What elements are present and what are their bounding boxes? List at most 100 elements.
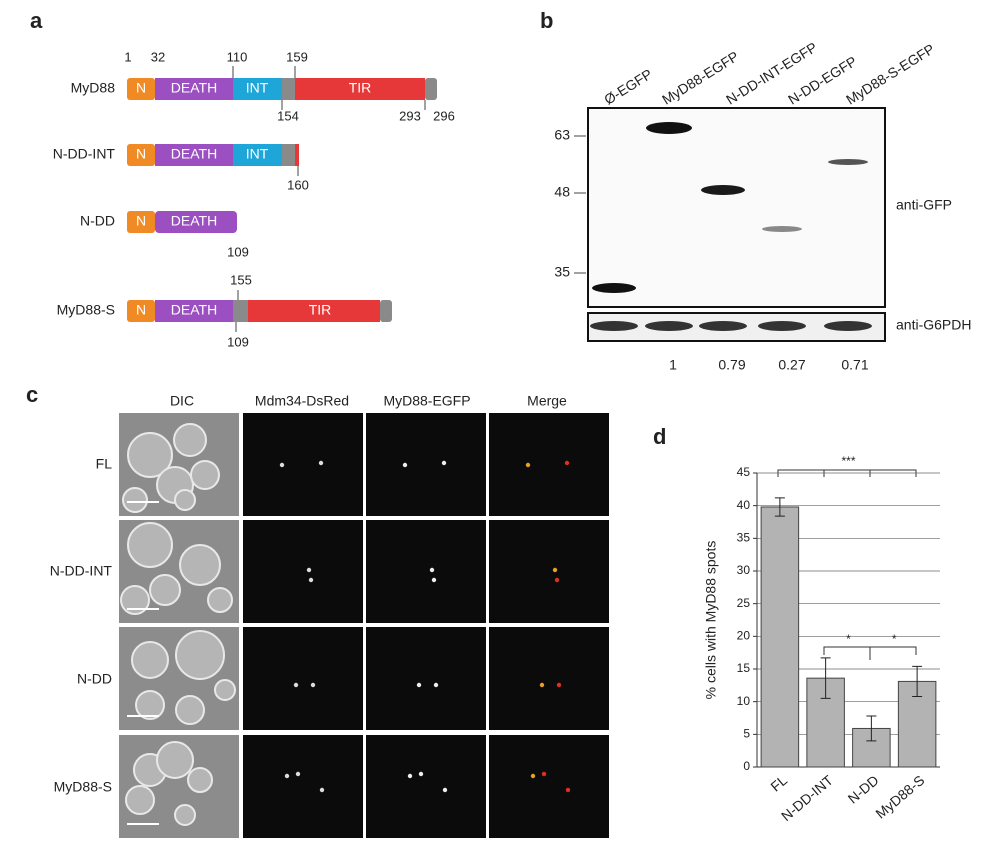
panel-b: Ø-EGFP MyD88-EGFP N-DD-INT-EGFP N-DD-EGF… — [554, 39, 971, 373]
lane-label: MyD88-S-EGFP — [843, 41, 937, 108]
quantification: 1 — [669, 357, 677, 373]
panel-label: d — [653, 424, 666, 449]
band — [701, 185, 745, 195]
panel-a: MyD88 N DEATH INT TIR 1 32 110 159 154 2… — [53, 49, 455, 349]
cell — [173, 423, 207, 457]
x-tick-label: N-DD-INT — [778, 772, 836, 825]
cell — [175, 695, 205, 725]
linker — [233, 300, 248, 322]
spot — [530, 773, 536, 779]
band — [699, 321, 747, 331]
error-bar — [866, 715, 877, 742]
cell — [125, 785, 155, 815]
micrograph — [243, 735, 363, 838]
spot — [416, 682, 422, 688]
position-label: 109 — [227, 244, 249, 259]
spot — [310, 682, 316, 688]
column-header: Mdm34-DsRed — [255, 393, 349, 409]
significance-label: * — [892, 632, 897, 646]
spot — [284, 773, 290, 779]
domain — [155, 300, 233, 322]
spot — [525, 462, 531, 468]
domain-label: N — [136, 213, 146, 229]
cell — [127, 522, 173, 568]
spot — [293, 682, 299, 688]
marker-label: 63 — [554, 127, 570, 143]
y-tick-label: 15 — [737, 661, 751, 675]
y-tick-label: 10 — [737, 694, 751, 708]
micrograph — [243, 627, 363, 730]
panel-label: c — [26, 382, 38, 407]
spot — [556, 682, 562, 688]
domain-label: INT — [246, 80, 269, 96]
antibody-label: anti-GFP — [896, 197, 952, 213]
domain-label: TIR — [309, 302, 332, 318]
micrograph — [366, 627, 486, 730]
position-label: 155 — [230, 272, 252, 287]
x-tick-label: FL — [767, 772, 790, 795]
column-header: DIC — [170, 393, 194, 409]
cell — [131, 641, 169, 679]
quantification: 0.79 — [718, 357, 745, 373]
band — [590, 321, 638, 331]
spot — [539, 682, 545, 688]
domain — [155, 211, 237, 233]
spot — [552, 567, 558, 573]
position-label: 109 — [227, 334, 249, 349]
domain — [233, 144, 282, 166]
domain-label: DEATH — [171, 302, 217, 318]
lane-label: Ø-EGFP — [601, 66, 655, 108]
spot — [418, 771, 424, 777]
cell — [127, 432, 173, 478]
y-tick-label: 0 — [743, 759, 750, 773]
spot — [442, 787, 448, 793]
domain-label: TIR — [349, 80, 372, 96]
micrograph — [366, 520, 486, 623]
y-tick-label: 25 — [737, 596, 751, 610]
domain — [233, 78, 282, 100]
band — [758, 321, 806, 331]
band — [592, 283, 636, 293]
domain — [248, 300, 380, 322]
cell — [149, 574, 181, 606]
panel-d: % cells with MyD88 spots — [703, 469, 917, 699]
domain-label: DEATH — [171, 213, 217, 229]
linker — [282, 78, 295, 100]
domain-label: N — [136, 302, 146, 318]
y-tick-label: 5 — [743, 727, 750, 741]
quantification: 0.71 — [841, 357, 868, 373]
domain — [127, 300, 155, 322]
cell — [214, 679, 236, 701]
significance-bracket — [777, 469, 917, 477]
domain — [127, 211, 155, 233]
spot — [402, 462, 408, 468]
cell — [135, 690, 165, 720]
cell — [120, 585, 150, 615]
spot — [564, 460, 570, 466]
position-label: 32 — [151, 49, 165, 64]
error-bar — [820, 657, 831, 699]
construct-name: N-DD-INT — [53, 146, 116, 162]
y-tick-label: 35 — [737, 531, 751, 545]
panel-c: DIC Mdm34-DsRed MyD88-EGFP Merge FL N-DD… — [50, 393, 609, 838]
error-bar — [912, 665, 923, 697]
spot — [279, 462, 285, 468]
spot — [554, 577, 560, 583]
domain-label: N — [136, 80, 146, 96]
domain-label: INT — [246, 146, 269, 162]
band — [762, 226, 802, 232]
x-tick-label: MyD88-S — [872, 772, 927, 822]
construct-name: MyD88-S — [57, 302, 115, 318]
micrograph — [489, 520, 609, 623]
row-label: N-DD-INT — [50, 563, 113, 579]
linker — [282, 144, 295, 166]
antibody-label: anti-G6PDH — [896, 317, 971, 333]
row-label: N-DD — [77, 671, 112, 687]
construct-name: MyD88 — [71, 80, 116, 96]
cell — [207, 587, 233, 613]
domain-label: DEATH — [171, 146, 217, 162]
y-tick-label: 45 — [737, 465, 751, 479]
linker — [425, 78, 437, 100]
spot — [541, 771, 547, 777]
micrograph — [243, 520, 363, 623]
